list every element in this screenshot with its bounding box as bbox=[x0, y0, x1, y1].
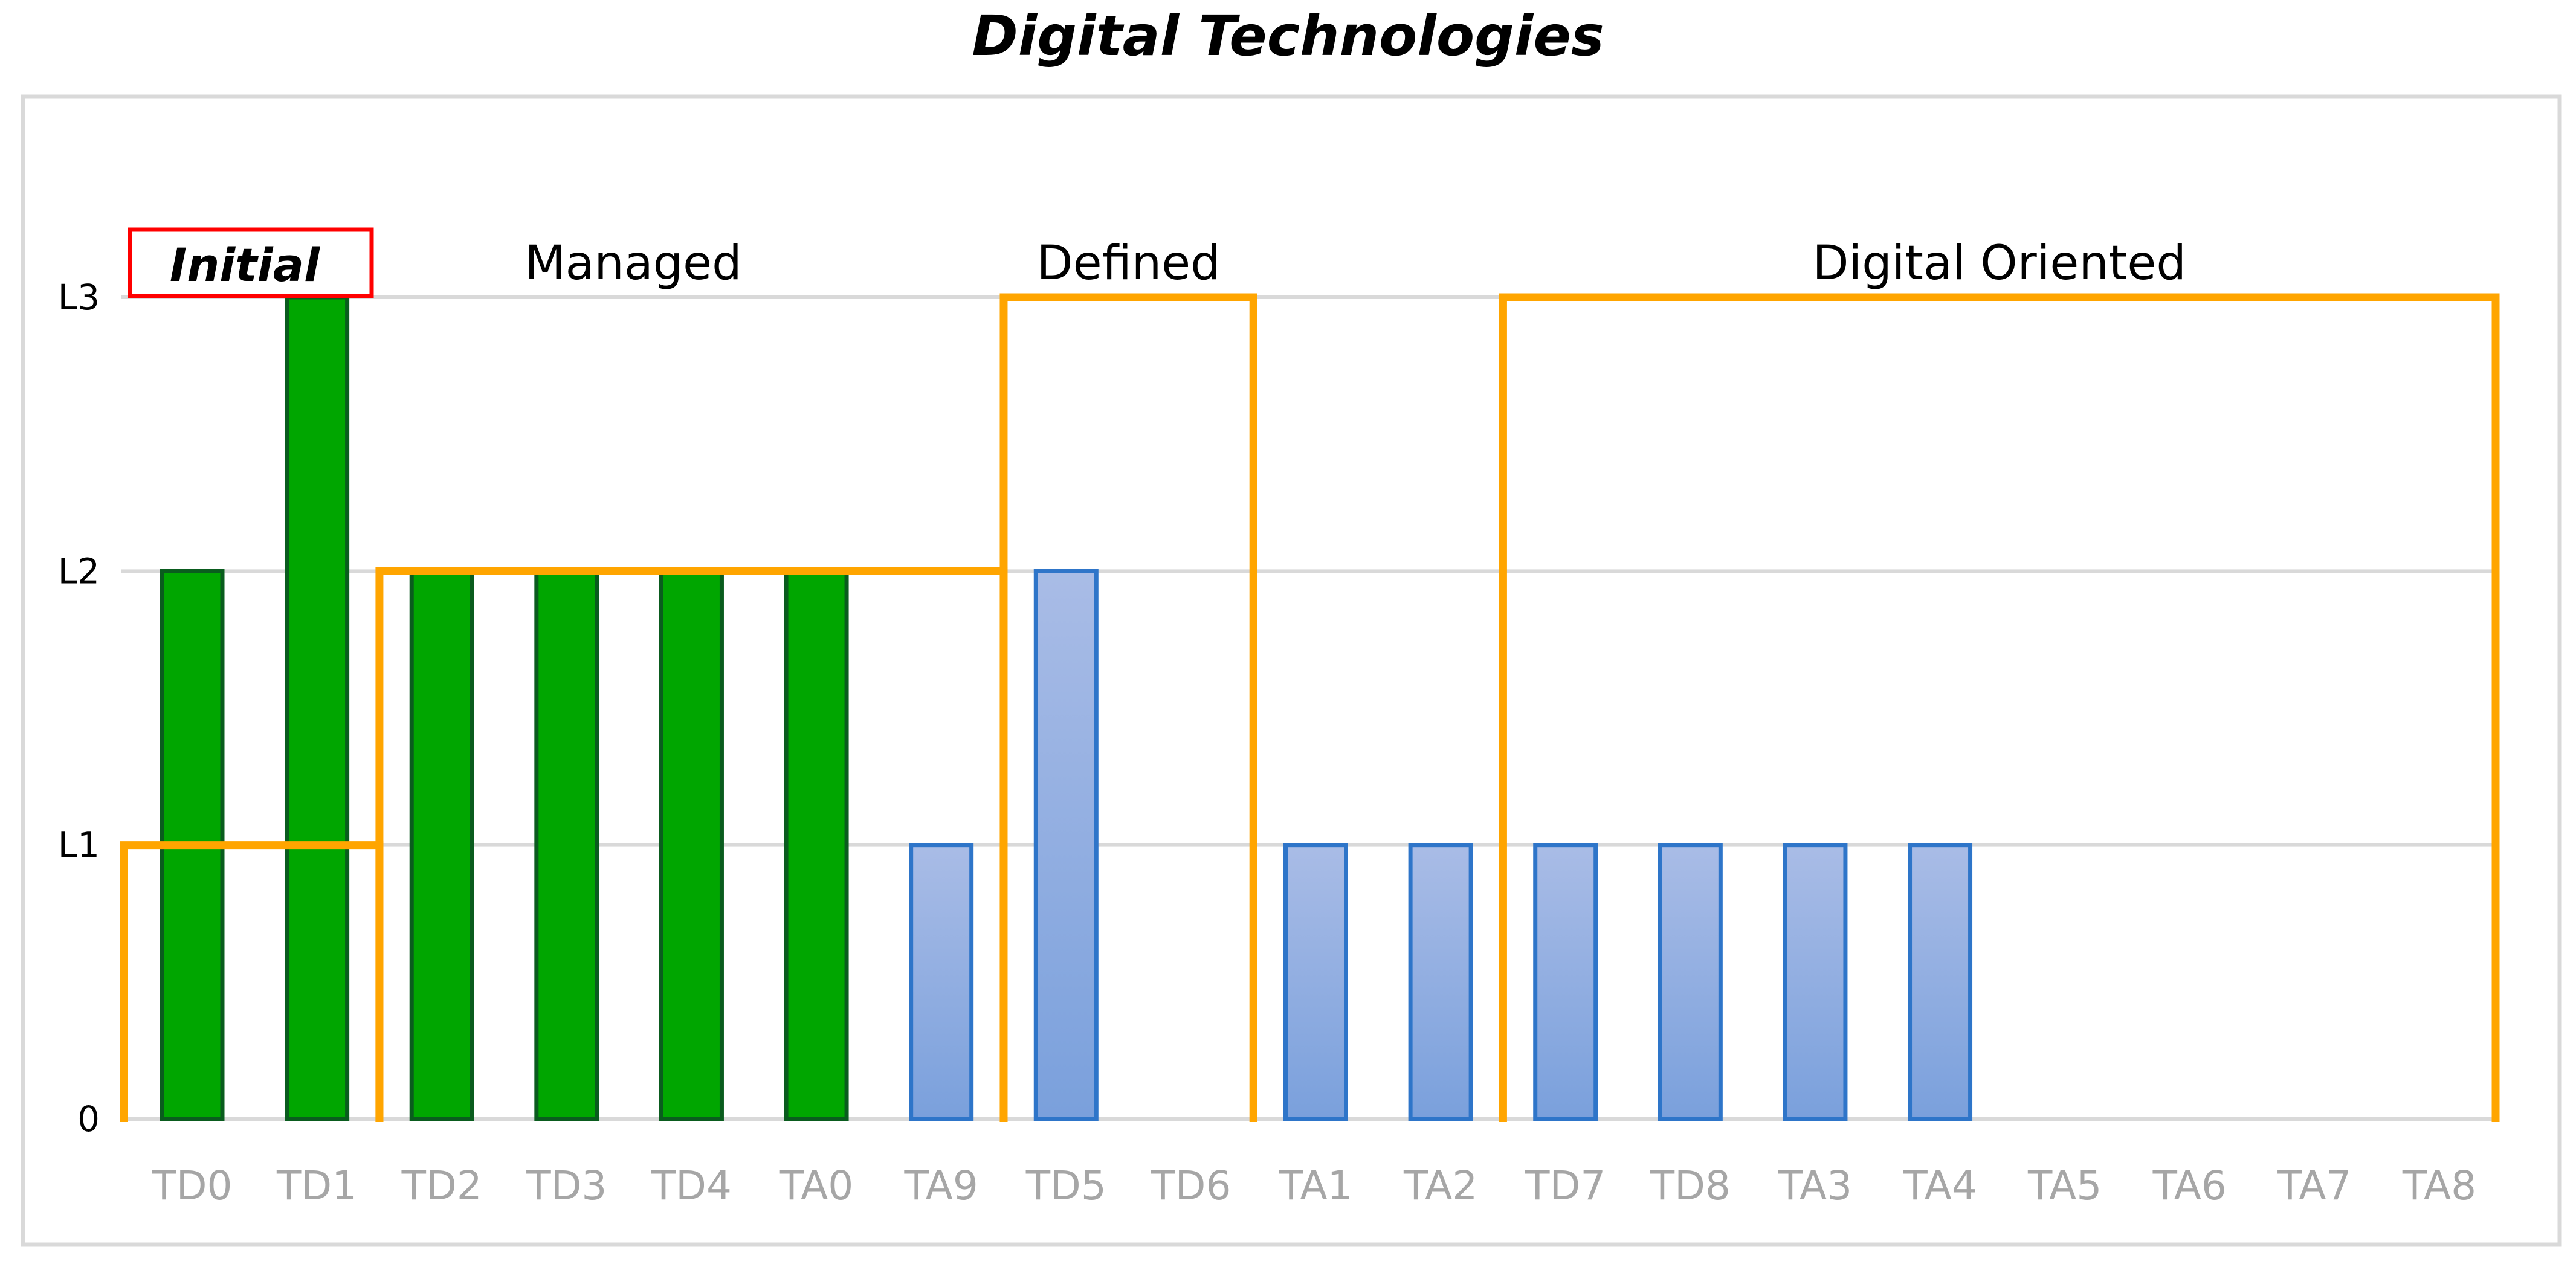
x-tick-label: TD0 bbox=[151, 1162, 232, 1209]
bar bbox=[1408, 843, 1473, 1121]
x-tick-label: TA6 bbox=[2152, 1162, 2227, 1209]
zone-outline bbox=[1499, 293, 2500, 1122]
zone-label: Digital Oriented bbox=[1813, 236, 2186, 291]
x-tick-label: TA7 bbox=[2277, 1162, 2351, 1209]
bar bbox=[1033, 569, 1099, 1121]
bar bbox=[1283, 843, 1348, 1121]
x-tick-label: TD5 bbox=[1025, 1162, 1106, 1209]
x-axis-ticks: TD0 TD1 TD2 TD3 TD4 TA0 TA9 TD5 TD6 TA1 TA2 TD7 TD8 T… bbox=[151, 1162, 2476, 1209]
x-tick-label: TD3 bbox=[526, 1162, 607, 1209]
maturity-zones: Initial Managed Defined Digital Oriented bbox=[120, 227, 2500, 1122]
x-tick-label: TA0 bbox=[779, 1162, 853, 1209]
bar bbox=[1533, 843, 1598, 1121]
zone-label: Managed bbox=[525, 236, 741, 291]
x-tick-label: TD6 bbox=[1150, 1162, 1231, 1209]
x-tick-label: TA9 bbox=[903, 1162, 978, 1209]
x-tick-label: TD1 bbox=[276, 1162, 357, 1209]
zone-label: Initial bbox=[170, 238, 320, 292]
zone-label: Defined bbox=[1037, 236, 1221, 291]
bars bbox=[160, 295, 1973, 1121]
bar bbox=[534, 569, 599, 1121]
y-tick-label: 0 bbox=[77, 1098, 100, 1140]
bar bbox=[285, 295, 350, 1121]
x-tick-label: TD8 bbox=[1650, 1162, 1731, 1209]
chart-title: Digital Technologies bbox=[972, 4, 1604, 68]
y-tick-label: L2 bbox=[58, 550, 100, 592]
x-tick-label: TD4 bbox=[651, 1162, 732, 1209]
chart-border bbox=[21, 94, 2562, 1247]
x-tick-label: TA5 bbox=[2027, 1162, 2102, 1209]
x-tick-label: TD7 bbox=[1525, 1162, 1606, 1209]
x-tick-label: TA8 bbox=[2402, 1162, 2476, 1209]
y-tick-label: L1 bbox=[58, 825, 100, 866]
x-tick-label: TD2 bbox=[401, 1162, 482, 1209]
bar bbox=[1783, 843, 1848, 1121]
bar bbox=[409, 569, 474, 1121]
x-tick-label: TA3 bbox=[1778, 1162, 1852, 1209]
zone-outline bbox=[999, 293, 1257, 1122]
x-tick-label: TA1 bbox=[1278, 1162, 1352, 1209]
x-tick-label: TA4 bbox=[1902, 1162, 1977, 1209]
bar bbox=[909, 843, 974, 1121]
bar bbox=[1658, 843, 1723, 1121]
bar bbox=[784, 569, 849, 1121]
bar bbox=[1908, 843, 1973, 1121]
bar bbox=[659, 569, 724, 1121]
x-tick-label: TA2 bbox=[1403, 1162, 1477, 1209]
initial-zone-box bbox=[128, 227, 374, 298]
y-axis-ticks: 0 L1 L2 L3 bbox=[58, 277, 100, 1140]
y-tick-label: L3 bbox=[58, 277, 100, 318]
